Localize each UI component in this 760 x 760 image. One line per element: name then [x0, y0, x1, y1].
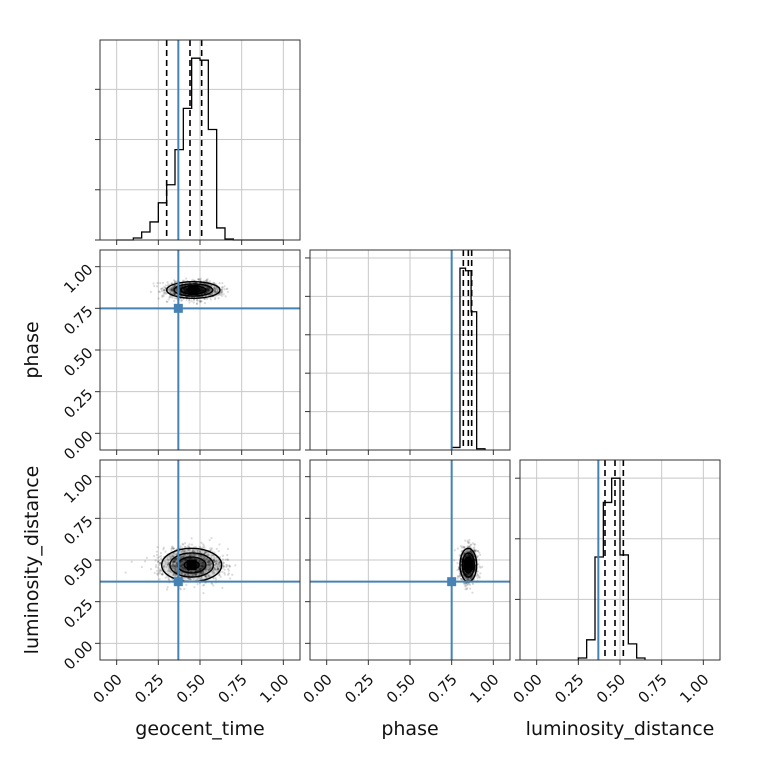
- joint-geocent-time-phase-ytick-label-0: 0.00: [60, 427, 96, 463]
- x-label-luminosity-distance: luminosity_distance: [526, 718, 715, 740]
- joint-geocent-time-phase-ytick-label-2: 0.50: [60, 344, 96, 380]
- x-label-phase: phase: [381, 718, 438, 740]
- joint-geocent-time-phase-ytick-label-1: 0.25: [60, 385, 96, 421]
- joint-geocent-time-luminosity-distance-samples: [124, 536, 237, 595]
- joint-geocent-time-luminosity-distance-ytick-label-3: 0.75: [60, 512, 96, 548]
- joint-geocent-time-luminosity-distance-peak-marker: [186, 560, 197, 570]
- joint-phase-luminosity-distance-xtick-label-4: 1.00: [466, 670, 502, 706]
- y-label-luminosity-distance: luminosity_distance: [21, 466, 43, 655]
- joint-geocent-time-luminosity-distance-xtick-label-4: 1.00: [256, 670, 292, 706]
- hist-luminosity-distance-xtick-label-1: 0.25: [551, 670, 587, 706]
- joint-geocent-time-luminosity-distance-ytick-label-1: 0.25: [60, 595, 96, 631]
- joint-phase-luminosity-distance-peak-marker: [463, 560, 474, 570]
- joint-phase-luminosity-distance-truth-marker: [447, 577, 457, 587]
- joint-phase-luminosity-distance-xtick-label-2: 0.50: [383, 670, 419, 706]
- joint-geocent-time-luminosity-distance-ytick-label-0: 0.00: [60, 637, 96, 673]
- hist-luminosity-distance-step: [577, 477, 646, 660]
- joint-geocent-time-luminosity-distance-xtick-label-3: 0.75: [215, 670, 251, 706]
- hist-luminosity-distance-xtick-label-4: 1.00: [676, 670, 712, 706]
- x-label-geocent-time: geocent_time: [135, 718, 264, 740]
- joint-phase-luminosity-distance-samples: [453, 538, 484, 594]
- joint-geocent-time-luminosity-distance-ytick-label-4: 1.00: [60, 470, 96, 506]
- joint-geocent-time-phase-ytick-label-4: 1.00: [60, 260, 96, 296]
- joint-geocent-time-luminosity-distance-truth-marker: [173, 577, 183, 587]
- hist-luminosity-distance-xtick-label-3: 0.75: [635, 670, 671, 706]
- joint-geocent-time-phase-peak-marker: [188, 285, 199, 295]
- joint-geocent-time-luminosity-distance-contour-1: [169, 552, 215, 578]
- hist-luminosity-distance-xtick-label-2: 0.50: [593, 670, 629, 706]
- joint-phase-luminosity-distance-xtick-label-3: 0.75: [425, 670, 461, 706]
- joint-geocent-time-phase-ytick-label-3: 0.75: [60, 302, 96, 338]
- joint-geocent-time-phase-contour-1: [173, 283, 214, 297]
- joint-geocent-time-luminosity-distance-xtick-label-2: 0.50: [173, 670, 209, 706]
- joint-phase-luminosity-distance-contour-1: [461, 552, 476, 578]
- joint-geocent-time-phase-truth-marker: [173, 303, 183, 313]
- joint-phase-luminosity-distance-xtick-label-1: 0.25: [341, 670, 377, 706]
- joint-geocent-time-luminosity-distance-xtick-label-1: 0.25: [131, 670, 167, 706]
- hist-luminosity-distance-xtick-label-0: 0.00: [510, 670, 546, 706]
- joint-geocent-time-phase-contour-0: [165, 280, 221, 300]
- joint-geocent-time-luminosity-distance-ytick-label-2: 0.50: [60, 554, 96, 590]
- y-label-phase: phase: [21, 321, 43, 378]
- joint-geocent-time-luminosity-distance-xtick-label-0: 0.00: [90, 670, 126, 706]
- joint-phase-luminosity-distance-xtick-label-0: 0.00: [300, 670, 336, 706]
